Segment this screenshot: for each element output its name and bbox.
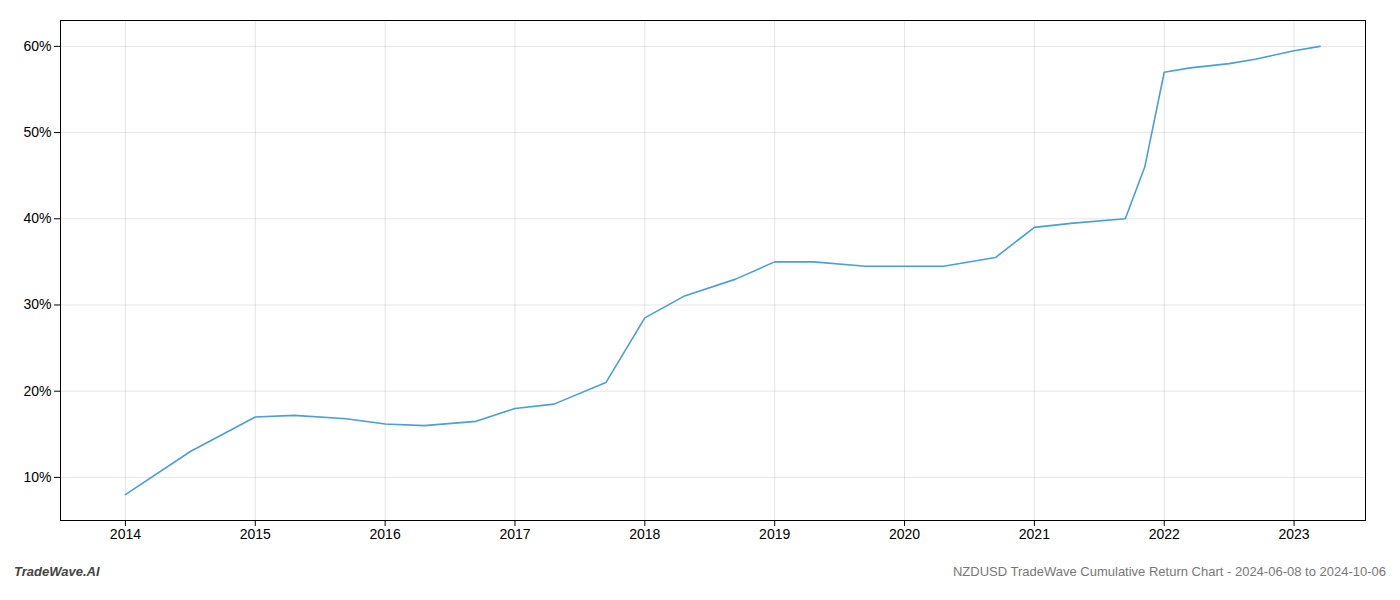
svg-text:2020: 2020 bbox=[889, 526, 920, 542]
svg-text:2016: 2016 bbox=[370, 526, 401, 542]
html-text:TradeWave.AI: TradeWave.AI bbox=[14, 564, 100, 579]
svg-text:60%: 60% bbox=[23, 38, 51, 54]
svg-text:20%: 20% bbox=[23, 383, 51, 399]
svg-text:50%: 50% bbox=[23, 124, 51, 140]
html-text:NZDUSD TradeWave Cumulative Re: NZDUSD TradeWave Cumulative Return Chart… bbox=[952, 564, 1386, 579]
svg-text:10%: 10% bbox=[23, 469, 51, 485]
svg-text:2022: 2022 bbox=[1149, 526, 1180, 542]
svg-text:2018: 2018 bbox=[629, 526, 660, 542]
svg-text:2017: 2017 bbox=[499, 526, 530, 542]
svg-text:40%: 40% bbox=[23, 210, 51, 226]
svg-text:2015: 2015 bbox=[240, 526, 271, 542]
svg-text:2014: 2014 bbox=[110, 526, 141, 542]
svg-text:30%: 30% bbox=[23, 296, 51, 312]
svg-text:2019: 2019 bbox=[759, 526, 790, 542]
svg-text:2023: 2023 bbox=[1279, 526, 1310, 542]
svg-text:2021: 2021 bbox=[1019, 526, 1050, 542]
